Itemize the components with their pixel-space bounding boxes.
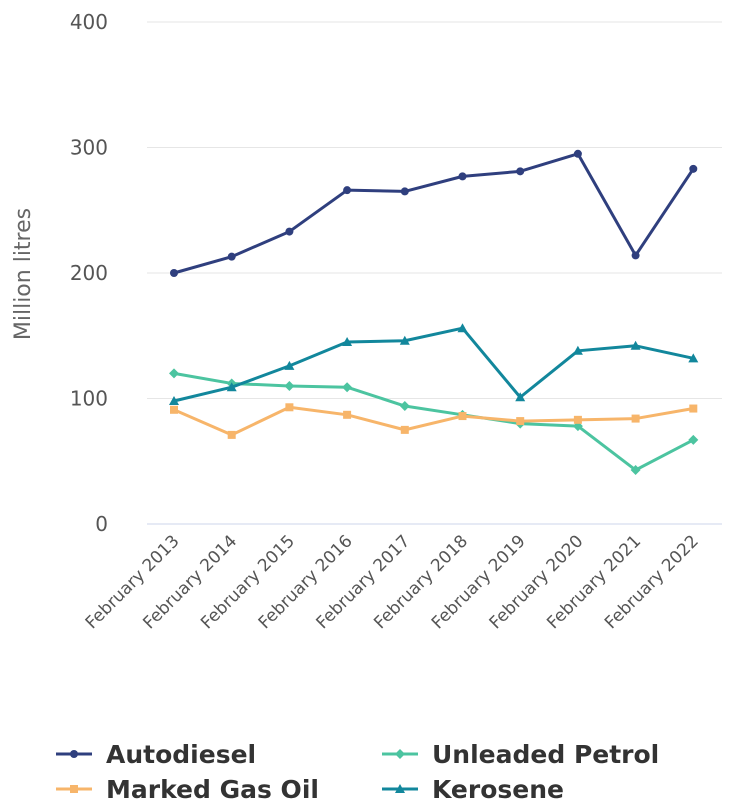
- legend-swatch-marker: [395, 784, 405, 793]
- data-point-unleaded-petrol: [688, 434, 699, 445]
- y-axis-title: Million litres: [11, 208, 36, 340]
- data-point-autodiesel: [227, 252, 236, 261]
- data-point-kerosene: [515, 392, 526, 402]
- y-tick-label: 400: [70, 10, 108, 34]
- legend-label: Marked Gas Oil: [106, 775, 319, 804]
- legend-label: Autodiesel: [106, 740, 256, 769]
- legend-swatch-marker: [70, 785, 78, 793]
- data-point-marked-gas-oil: [170, 405, 178, 414]
- gridlines: [147, 21, 722, 525]
- data-point-kerosene: [572, 345, 583, 355]
- legend[interactable]: Autodiesel Unleaded Petrol Marked Gas Oil K…: [56, 740, 659, 804]
- series-marked-gas-oil[interactable]: [170, 403, 698, 439]
- series-group: [169, 149, 699, 476]
- data-point-autodiesel: [343, 186, 352, 195]
- data-point-autodiesel: [285, 227, 294, 236]
- series-kerosene[interactable]: [169, 323, 699, 406]
- data-point-autodiesel: [573, 149, 582, 158]
- series-line-autodiesel: [172, 152, 695, 275]
- data-point-autodiesel: [170, 269, 178, 277]
- data-point-marked-gas-oil: [400, 425, 409, 434]
- legend-item-marked-gas-oil[interactable]: Marked Gas Oil: [56, 775, 319, 804]
- series-line-kerosene: [172, 326, 695, 403]
- data-point-autodiesel: [400, 187, 409, 196]
- data-point-kerosene: [169, 396, 179, 406]
- legend-label: Kerosene: [432, 775, 564, 804]
- data-point-marked-gas-oil: [689, 404, 698, 413]
- legend-swatch-marker: [70, 750, 78, 758]
- data-point-autodiesel: [689, 164, 698, 173]
- data-point-marked-gas-oil: [285, 403, 294, 412]
- data-point-autodiesel: [458, 172, 467, 181]
- data-point-autodiesel: [516, 167, 525, 176]
- y-tick-label: 0: [95, 512, 108, 536]
- data-point-marked-gas-oil: [516, 417, 525, 426]
- data-point-kerosene: [630, 340, 641, 350]
- data-point-kerosene: [284, 360, 295, 370]
- y-tick-label: 100: [70, 387, 108, 411]
- data-point-autodiesel: [631, 251, 640, 260]
- legend-label: Unleaded Petrol: [432, 740, 659, 769]
- data-point-unleaded-petrol: [342, 382, 353, 393]
- data-point-unleaded-petrol: [169, 368, 179, 379]
- y-tick-label: 300: [70, 136, 108, 160]
- series-autodiesel[interactable]: [170, 149, 698, 277]
- legend-item-kerosene[interactable]: Kerosene: [382, 775, 564, 804]
- legend-swatch-marker: [395, 749, 405, 759]
- data-point-marked-gas-oil: [458, 412, 467, 421]
- data-point-unleaded-petrol: [630, 465, 641, 476]
- series-line-unleaded-petrol: [172, 371, 695, 472]
- data-point-marked-gas-oil: [227, 430, 236, 439]
- data-point-kerosene: [688, 353, 699, 363]
- series-line-marked-gas-oil: [172, 405, 695, 437]
- data-point-unleaded-petrol: [399, 401, 410, 412]
- data-point-kerosene: [399, 335, 410, 345]
- legend-item-autodiesel[interactable]: Autodiesel: [56, 740, 256, 769]
- data-point-marked-gas-oil: [573, 415, 582, 424]
- data-point-kerosene: [342, 337, 353, 347]
- y-axis-ticks: 0 100 200 300 400: [70, 10, 108, 536]
- legend-item-unleaded-petrol[interactable]: Unleaded Petrol: [382, 740, 659, 769]
- data-point-marked-gas-oil: [343, 410, 352, 419]
- data-point-unleaded-petrol: [284, 380, 295, 391]
- data-point-kerosene: [226, 382, 237, 392]
- y-tick-label: 200: [70, 261, 108, 285]
- data-point-marked-gas-oil: [631, 414, 640, 423]
- data-point-kerosene: [457, 323, 468, 333]
